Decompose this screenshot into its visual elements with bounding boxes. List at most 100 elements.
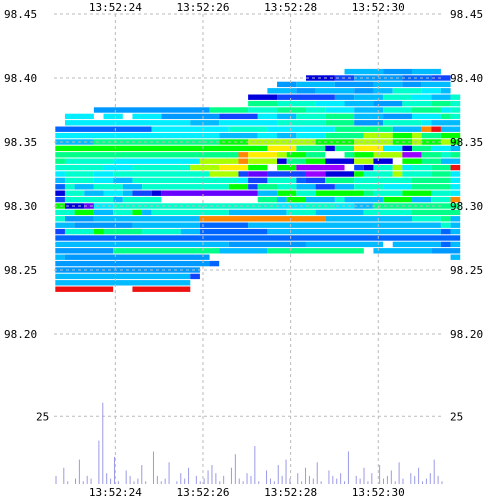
heatmap-cell	[93, 184, 123, 190]
heatmap-cell	[219, 132, 258, 139]
heatmap-cell	[190, 273, 200, 280]
y-tick-label-left: 98.30	[4, 200, 37, 213]
heatmap-cell	[248, 100, 278, 107]
heatmap-cell	[402, 171, 432, 177]
heatmap-cell	[440, 241, 451, 248]
heatmap-cell	[354, 107, 384, 113]
x-tick-label-bottom: 13:52:28	[264, 486, 317, 499]
volume-bars	[55, 402, 443, 484]
heatmap-cell	[199, 216, 326, 222]
heatmap-cell	[248, 152, 278, 158]
heatmap-cell	[55, 280, 191, 286]
heatmap-cell	[267, 171, 306, 177]
heatmap-cell	[392, 132, 413, 139]
heatmap-cell	[267, 177, 297, 184]
heatmap-cell	[296, 184, 316, 190]
heatmap-cell	[84, 190, 104, 196]
heatmap-cell	[64, 113, 94, 120]
heatmap-cell	[412, 196, 432, 203]
heatmap-cell	[84, 203, 94, 209]
heatmap-cell	[296, 164, 345, 171]
heatmap-cell	[412, 209, 461, 216]
heatmap-cell	[373, 152, 403, 158]
x-tick-label-top: 13:52:26	[176, 1, 229, 14]
heatmap-cell	[440, 88, 451, 94]
heatmap-cell	[383, 145, 403, 152]
heatmap-cell	[55, 190, 65, 196]
heatmap-cell	[55, 177, 65, 184]
heatmap-cell	[199, 158, 239, 164]
heatmap-cell	[248, 164, 268, 171]
y-tick-label-left: 98.40	[4, 72, 37, 85]
heatmap-cell	[199, 228, 268, 235]
heatmap-cell	[219, 120, 278, 126]
heatmap-cell	[257, 113, 278, 120]
heatmap-cell	[248, 107, 278, 113]
heatmap-cell	[132, 164, 191, 171]
heatmap-cell	[103, 164, 133, 171]
heatmap-cell	[412, 68, 441, 75]
heatmap-cell	[402, 100, 432, 107]
heatmap-cell	[55, 184, 65, 190]
heatmap-cell	[277, 107, 306, 113]
y-tick-label-right: 98.30	[450, 200, 483, 213]
y-tick-labels-left: 98.45 98.40 98.35 98.30 98.25 98.20	[4, 8, 37, 341]
heatmap-cell	[296, 145, 326, 152]
heatmap-cell	[132, 286, 191, 292]
heatmap-cell	[354, 158, 374, 164]
heatmap-cell	[334, 94, 355, 100]
heatmap-cell	[248, 94, 278, 100]
heatmap-cell	[305, 107, 326, 113]
volume-tick-label-left: 25	[36, 410, 49, 423]
heatmap-cell	[431, 196, 451, 203]
heatmap-cell	[305, 171, 326, 177]
heatmap-cell	[122, 184, 143, 190]
heatmap-cell	[74, 209, 94, 216]
heatmap-cell	[354, 184, 384, 190]
x-tick-label-top: 13:52:24	[89, 1, 142, 14]
heatmap-cell	[219, 248, 268, 254]
heatmap-cell	[431, 190, 451, 196]
heatmap-cell	[64, 158, 114, 164]
heatmap-cell	[373, 81, 403, 88]
y-tick-label-left: 98.35	[4, 136, 37, 149]
heatmap-cell	[277, 100, 316, 107]
heatmap-cell	[55, 152, 239, 158]
heatmap-cell	[373, 190, 403, 196]
heatmap-cell	[296, 81, 335, 88]
heatmap-cell	[315, 88, 355, 94]
heatmap-cell	[450, 139, 461, 145]
heatmap-cell	[421, 132, 441, 139]
heatmap-cell	[450, 171, 461, 177]
heatmap-cell	[132, 113, 162, 120]
heatmap-cell	[113, 203, 278, 209]
heatmap-cell	[55, 273, 191, 280]
heatmap-cell	[132, 177, 239, 184]
heatmap-cell	[55, 126, 152, 132]
heatmap-cells	[55, 68, 461, 292]
heatmap-cell	[450, 241, 461, 248]
heatmap-cell	[55, 260, 210, 267]
heatmap-cell	[325, 113, 355, 120]
heatmap-cell	[383, 113, 413, 120]
heatmap-cell	[315, 100, 345, 107]
heatmap-cell	[421, 126, 432, 132]
heatmap-cell	[64, 171, 94, 177]
heatmap-cell	[228, 241, 306, 248]
heatmap-cell	[55, 196, 65, 203]
x-tick-label-top: 13:52:30	[352, 1, 405, 14]
heatmap-cell	[209, 171, 239, 177]
heatmap-cell	[55, 209, 75, 216]
heatmap-cell	[325, 177, 355, 184]
heatmap-cell	[450, 177, 461, 184]
heatmap-cell	[354, 145, 384, 152]
heatmap-cell	[142, 184, 229, 190]
heatmap-cell	[354, 203, 374, 209]
heatmap-cell	[103, 228, 143, 235]
heatmap-cell	[190, 164, 220, 171]
heatmap-cell	[344, 68, 384, 75]
heatmap-cell	[122, 196, 162, 203]
heatmap-cell	[238, 171, 249, 177]
heatmap-cell	[392, 171, 403, 177]
